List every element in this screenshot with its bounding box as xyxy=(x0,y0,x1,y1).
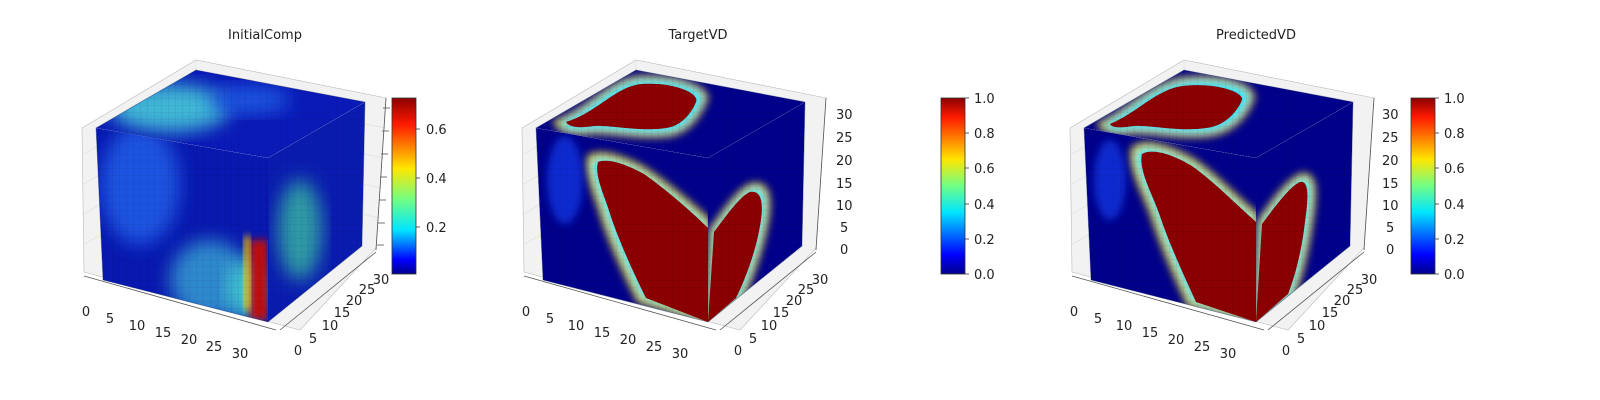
x-axis-predictedvd: 0 5 10 15 20 25 30 xyxy=(1070,275,1265,362)
x-tick-label: 15 xyxy=(594,326,611,341)
z-tick-label: 20 xyxy=(836,154,853,169)
colorbar-tick-label: 1.0 xyxy=(1444,92,1465,107)
panel-initialcomp: InitialComp xyxy=(81,28,447,362)
z-tick-label: 25 xyxy=(836,131,853,146)
y-tick-label: 10 xyxy=(322,319,339,334)
y-axis-targetvd: 0 5 10 15 20 25 30 xyxy=(719,251,829,359)
z-axis-targetvd: 0 5 10 15 20 25 30 xyxy=(815,97,853,258)
x-tick-label: 20 xyxy=(1168,333,1185,348)
z-tick-label: 10 xyxy=(1382,199,1399,214)
y-tick-label: 30 xyxy=(812,273,829,288)
x-tick-label: 5 xyxy=(546,312,554,327)
z-tick-label: 25 xyxy=(1382,131,1399,146)
colorbar-tick-label: 0.6 xyxy=(974,162,995,177)
colorbar-tick-label: 0.0 xyxy=(974,268,995,283)
x-tick-label: 5 xyxy=(106,312,114,327)
x-tick-label: 25 xyxy=(1194,340,1211,355)
y-tick-label: 20 xyxy=(1334,294,1351,309)
y-tick-label: 15 xyxy=(334,306,351,321)
colorbar-tick-label: 0.2 xyxy=(426,221,447,236)
y-tick-label: 5 xyxy=(1297,332,1305,347)
colorbar-initialcomp: 0.2 0.4 0.6 xyxy=(391,97,447,275)
x-tick-label: 10 xyxy=(568,319,585,334)
z-axis-predictedvd: 0 5 10 15 20 25 30 xyxy=(1363,97,1399,258)
y-tick-label: 30 xyxy=(1361,273,1378,288)
z-axis-initialcomp xyxy=(375,97,390,251)
colorbar-tick-label: 0.6 xyxy=(1444,162,1465,177)
colorbar-tick-label: 0.2 xyxy=(1444,233,1465,248)
x-tick-label: 0 xyxy=(522,305,530,320)
x-tick-label: 30 xyxy=(1220,347,1237,362)
cube-predictedvd xyxy=(1083,69,1354,323)
y-tick-label: 0 xyxy=(734,344,742,359)
colorbar-tick-label: 0.4 xyxy=(974,198,995,213)
y-axis-initialcomp: 0 5 10 15 20 25 30 xyxy=(279,251,390,359)
z-tick-label: 10 xyxy=(836,199,853,214)
y-tick-label: 25 xyxy=(359,283,376,298)
z-tick-label: 5 xyxy=(840,221,848,236)
z-tick-label: 30 xyxy=(836,108,853,123)
y-tick-label: 15 xyxy=(773,306,790,321)
colorbar-tick-label: 0.4 xyxy=(1444,198,1465,213)
x-tick-label: 30 xyxy=(672,347,689,362)
y-tick-label: 20 xyxy=(786,294,803,309)
y-tick-label: 0 xyxy=(1282,344,1290,359)
z-tick-label: 15 xyxy=(836,177,853,192)
z-tick-label: 0 xyxy=(1386,243,1394,258)
panel-predictedvd: PredictedVD xyxy=(1069,28,1465,362)
colorbar-tick-label: 0.6 xyxy=(426,123,447,138)
x-tick-label: 15 xyxy=(1142,326,1159,341)
x-tick-label: 20 xyxy=(181,333,198,348)
x-tick-label: 25 xyxy=(206,340,223,355)
y-tick-label: 30 xyxy=(373,273,390,288)
z-tick-label: 5 xyxy=(1386,221,1394,236)
y-tick-label: 5 xyxy=(309,332,317,347)
colorbar-targetvd: 0.0 0.2 0.4 0.6 0.8 1.0 xyxy=(940,92,995,283)
x-tick-label: 0 xyxy=(82,305,90,320)
x-tick-label: 15 xyxy=(155,326,172,341)
x-tick-label: 5 xyxy=(1094,312,1102,327)
z-tick-label: 0 xyxy=(840,243,848,258)
y-tick-label: 20 xyxy=(346,294,363,309)
colorbar-tick-label: 0.8 xyxy=(974,127,995,142)
y-tick-label: 5 xyxy=(749,332,757,347)
colorbar-tick-label: 0.4 xyxy=(426,172,447,187)
cube-targetvd xyxy=(535,69,806,323)
y-tick-label: 25 xyxy=(1347,283,1364,298)
y-tick-label: 25 xyxy=(798,283,815,298)
x-tick-label: 20 xyxy=(620,333,637,348)
colorbar-predictedvd: 0.0 0.2 0.4 0.6 0.8 1.0 xyxy=(1410,92,1465,283)
panel-title-targetvd: TargetVD xyxy=(667,28,727,43)
colorbar-tick-label: 1.0 xyxy=(974,92,995,107)
x-tick-label: 10 xyxy=(1116,319,1133,334)
colorbar-tick-label: 0.2 xyxy=(974,233,995,248)
z-tick-label: 30 xyxy=(1382,108,1399,123)
y-axis-predictedvd: 0 5 10 15 20 25 30 xyxy=(1267,251,1378,359)
x-tick-label: 30 xyxy=(232,347,249,362)
x-axis-initialcomp: 0 5 10 15 20 25 30 xyxy=(82,275,277,362)
y-tick-label: 10 xyxy=(1309,319,1326,334)
y-tick-label: 10 xyxy=(761,319,778,334)
x-axis-targetvd: 0 5 10 15 20 25 30 xyxy=(522,275,717,362)
y-tick-label: 0 xyxy=(294,344,302,359)
panel-targetvd: TargetVD xyxy=(521,28,995,362)
x-tick-label: 10 xyxy=(129,319,146,334)
z-tick-label: 15 xyxy=(1382,177,1399,192)
panel-title-predictedvd: PredictedVD xyxy=(1216,28,1296,43)
x-tick-label: 25 xyxy=(646,340,663,355)
panel-title-initialcomp: InitialComp xyxy=(228,28,302,43)
x-tick-label: 0 xyxy=(1070,305,1078,320)
y-tick-label: 15 xyxy=(1322,306,1339,321)
z-tick-label: 20 xyxy=(1382,154,1399,169)
colorbar-tick-label: 0.0 xyxy=(1444,268,1465,283)
colorbar-tick-label: 0.8 xyxy=(1444,127,1465,142)
